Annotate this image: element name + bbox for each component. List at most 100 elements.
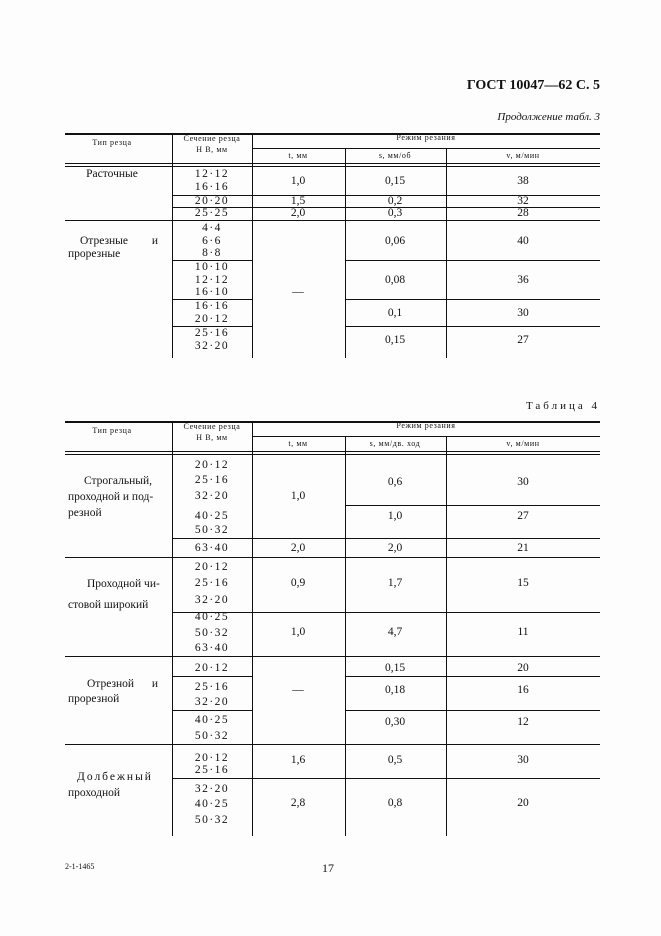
table-rule [172, 538, 600, 539]
section-cell: 50·32 [194, 730, 230, 742]
section-cell: 63·40 [194, 542, 230, 554]
t-cell: 1,0 [290, 490, 306, 502]
section-cell: 25·25 [194, 207, 230, 219]
column-header-mode: Режим резания [396, 421, 456, 430]
cutter-type: Проходной чи- [87, 578, 160, 590]
section-cell: 50·32 [194, 627, 230, 639]
column-header-s: s, мм/об [378, 151, 412, 160]
s-cell: 1,0 [387, 510, 403, 522]
cutter-type: резной [68, 507, 102, 519]
section-cell: 40·25 [194, 714, 230, 726]
section-cell: 32·20 [194, 783, 230, 795]
t-cell: 1,0 [290, 175, 306, 187]
column-header-mode: Режим резания [396, 133, 456, 142]
t-cell: 2,8 [290, 797, 306, 809]
table-rule [65, 220, 600, 221]
v-cell: 12 [517, 716, 529, 728]
section-cell: 6·6 [202, 235, 222, 247]
column-header-type: Тип резца [92, 426, 132, 435]
table-rule [65, 557, 600, 558]
s-cell: 0,30 [384, 716, 406, 728]
s-cell: 4,7 [387, 626, 403, 638]
section-cell: 40·25 [194, 798, 230, 810]
section-cell: 50·32 [194, 524, 230, 536]
table-rule [65, 421, 600, 423]
print-code: 2-1-1465 [65, 862, 95, 871]
section-cell: 16·16 [194, 181, 230, 193]
table-rule [172, 207, 600, 208]
table-rule [172, 612, 600, 613]
cutter-type: проходной и под- [68, 491, 154, 503]
s-cell: 0,15 [384, 334, 406, 346]
table-rule [65, 133, 600, 135]
v-cell: 21 [517, 542, 529, 554]
v-cell: 15 [517, 577, 529, 589]
table-rule [65, 656, 600, 657]
column-header-t: t, мм [288, 439, 308, 448]
section-cell: 20·20 [194, 195, 230, 207]
t-cell: — [292, 286, 304, 298]
section-cell: 32·20 [194, 594, 230, 606]
table-rule [172, 710, 252, 711]
table-rule [65, 163, 600, 164]
section-cell: 20·12 [194, 313, 230, 325]
table-rule [172, 326, 252, 327]
s-cell: 0,3 [387, 207, 403, 219]
column-header-section: Сечение резца [183, 134, 241, 143]
s-cell: 1,7 [387, 577, 403, 589]
v-cell: 28 [517, 207, 529, 219]
table-rule [65, 451, 600, 452]
table-rule [172, 195, 600, 196]
table-column-rule [252, 133, 253, 358]
column-header-s: s, мм/дв. ход [369, 439, 421, 448]
table-4-title: Таблица 4 [525, 400, 600, 412]
t-cell: 2,0 [290, 542, 306, 554]
table-rule [345, 676, 600, 677]
section-cell: 63·40 [194, 642, 230, 654]
section-cell: 8·8 [202, 247, 222, 259]
v-cell: 30 [517, 307, 529, 319]
column-header-section: Сечение резца [183, 422, 241, 431]
table-column-rule [172, 133, 173, 358]
column-header-section-units: Н В, мм [196, 433, 228, 442]
table-column-rule [345, 436, 346, 836]
v-cell: 20 [517, 797, 529, 809]
cutter-type: стовой широкий [68, 599, 149, 611]
v-cell: 36 [517, 274, 529, 286]
column-header-t: t, мм [288, 151, 308, 160]
section-cell: 25·16 [194, 474, 230, 486]
s-cell: 0,15 [384, 175, 406, 187]
section-cell: 20·12 [194, 752, 230, 764]
section-cell: 32·20 [194, 340, 230, 352]
column-header-section-units: Н В, мм [196, 145, 228, 154]
table-rule [252, 436, 600, 437]
v-cell: 16 [517, 684, 529, 696]
section-cell: 12·12 [194, 274, 230, 286]
s-cell: 0,5 [387, 754, 403, 766]
v-cell: 27 [517, 510, 529, 522]
document-reference: ГОСТ 10047—62 С. 5 [466, 78, 600, 93]
s-cell: 0,2 [387, 195, 403, 207]
v-cell: 20 [517, 662, 529, 674]
s-cell: 2,0 [387, 542, 403, 554]
section-cell: 50·32 [194, 814, 230, 826]
page-number: 17 [322, 861, 334, 875]
t-cell: 1,5 [290, 195, 306, 207]
cutter-type: Отрезной и [87, 678, 158, 690]
table-rule [172, 299, 252, 300]
section-cell: 16·10 [194, 286, 230, 298]
section-cell: 10·10 [194, 261, 230, 273]
section-cell: 16·16 [194, 300, 230, 312]
table-rule [65, 166, 600, 167]
cutter-type: Расточные [86, 168, 138, 180]
table-column-rule [446, 148, 447, 358]
section-cell: 32·20 [194, 696, 230, 708]
section-cell: 20·12 [194, 662, 230, 674]
v-cell: 30 [517, 754, 529, 766]
table-rule [65, 454, 600, 455]
table-rule [172, 778, 600, 779]
v-cell: 30 [517, 476, 529, 488]
section-cell: 25·16 [194, 327, 230, 339]
cutter-type: Строгальный, [84, 475, 153, 487]
section-cell: 4·4 [202, 222, 222, 234]
